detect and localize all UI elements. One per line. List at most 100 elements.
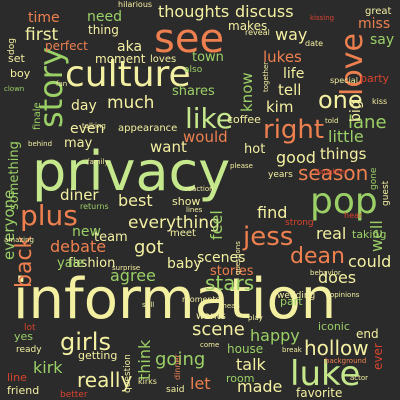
word-surprise: surprise [112,264,140,272]
word-kiss: kiss [372,97,387,106]
word-meet: meet [170,228,196,239]
word-want: want [150,138,187,156]
word-clown: clown [4,85,24,93]
word-need: need [87,9,122,25]
word-still: still [142,301,154,309]
word-plus: plus [20,199,78,232]
word-one: one [318,86,363,114]
word-things: things [320,145,367,163]
word-happy: happy [250,326,300,345]
word-stars: stars [205,271,254,295]
word-shares: shares [172,84,215,99]
word-amazing: amazing [4,236,34,244]
word-may: may [64,136,93,151]
word-think: think [135,339,154,380]
word-big: big [348,100,364,122]
word-something: something [7,141,22,210]
word-thing: thing [88,23,119,37]
word-love: love [335,33,370,96]
word-show: show [172,195,200,208]
word-wedding: wedding [277,291,315,301]
word-end: end [356,327,379,341]
word-town: town [192,50,224,65]
word-questions: questions [234,241,242,275]
word-gone: gone [369,167,379,190]
word-friend: friend [7,384,39,397]
word-ever: ever [371,343,385,370]
word-house: house [227,342,263,356]
word-good: good [276,148,316,167]
word-discuss: discuss [235,2,294,21]
word-best: best [118,191,153,210]
word-dog: dog [7,38,17,55]
word-hollow: hollow [304,336,369,360]
word-special: special [330,76,358,85]
word-behavior: behavior [310,269,341,277]
word-aka: aka [117,39,142,55]
word-feel: feel [207,210,226,240]
word-day: day [71,98,97,114]
word-does: does [318,268,356,287]
word-question: question [123,354,133,393]
word-getting: getting [78,349,117,362]
word-dean: dean [290,244,345,269]
word-lukes: lukes [263,48,302,66]
word-diner: diner [60,186,99,204]
word-told: told [325,117,338,125]
word-much: much [107,93,154,113]
word-yes: yes [14,330,33,343]
word-kissing: kissing [310,14,334,22]
word-made: made [237,377,282,396]
word-hilarious: hilarious [118,0,152,9]
word-would: would [183,128,228,146]
word-could: could [348,252,391,271]
word-favorite: favorite [296,386,342,400]
word-see: see [154,16,224,62]
word-also: also [184,65,203,75]
word-agree: agree [110,266,156,285]
word-lane: lane [348,112,387,133]
word-life: life [283,66,304,82]
word-well: well [367,220,386,252]
word-daughter: daughter [315,168,347,176]
word-set: set [8,52,25,65]
word-let: let [190,374,211,393]
word-strong: strong [285,218,314,228]
word-way: way [275,25,307,44]
word-scenes: scenes [197,250,245,266]
word-debate: debate [50,237,106,256]
word-pop: pop [310,181,378,222]
word-know: know [238,72,256,112]
word-privacy: privacy [32,140,230,203]
word-room: room [226,372,254,385]
word-better: better [60,390,88,400]
word-going: going [155,349,205,370]
word-culture: culture [65,54,191,95]
word-iconic: iconic [318,320,350,333]
word-taking: taking [352,228,386,241]
word-finale: finale [32,102,43,130]
word-kirk: kirk [33,358,63,377]
word-moment: moment [95,52,146,66]
word-real: real [316,224,346,243]
word-right: right [263,115,324,145]
word-back: back [12,235,37,288]
word-even: even [70,121,104,137]
word-break: break [282,346,303,354]
word-like: like [185,102,233,135]
word-wants: wants [196,311,226,322]
word-girls: girls [60,328,111,356]
word-said: said [166,385,184,395]
word-first: first [25,25,59,45]
word-new: new [72,224,101,240]
word-lot: lot [24,323,36,333]
word-please: please [230,162,253,170]
word-together: together [262,62,270,92]
word-actor: actor [350,374,368,382]
word-appearance: appearance [118,123,177,134]
word-behind: behind [28,140,52,148]
word-find: find [257,203,287,222]
